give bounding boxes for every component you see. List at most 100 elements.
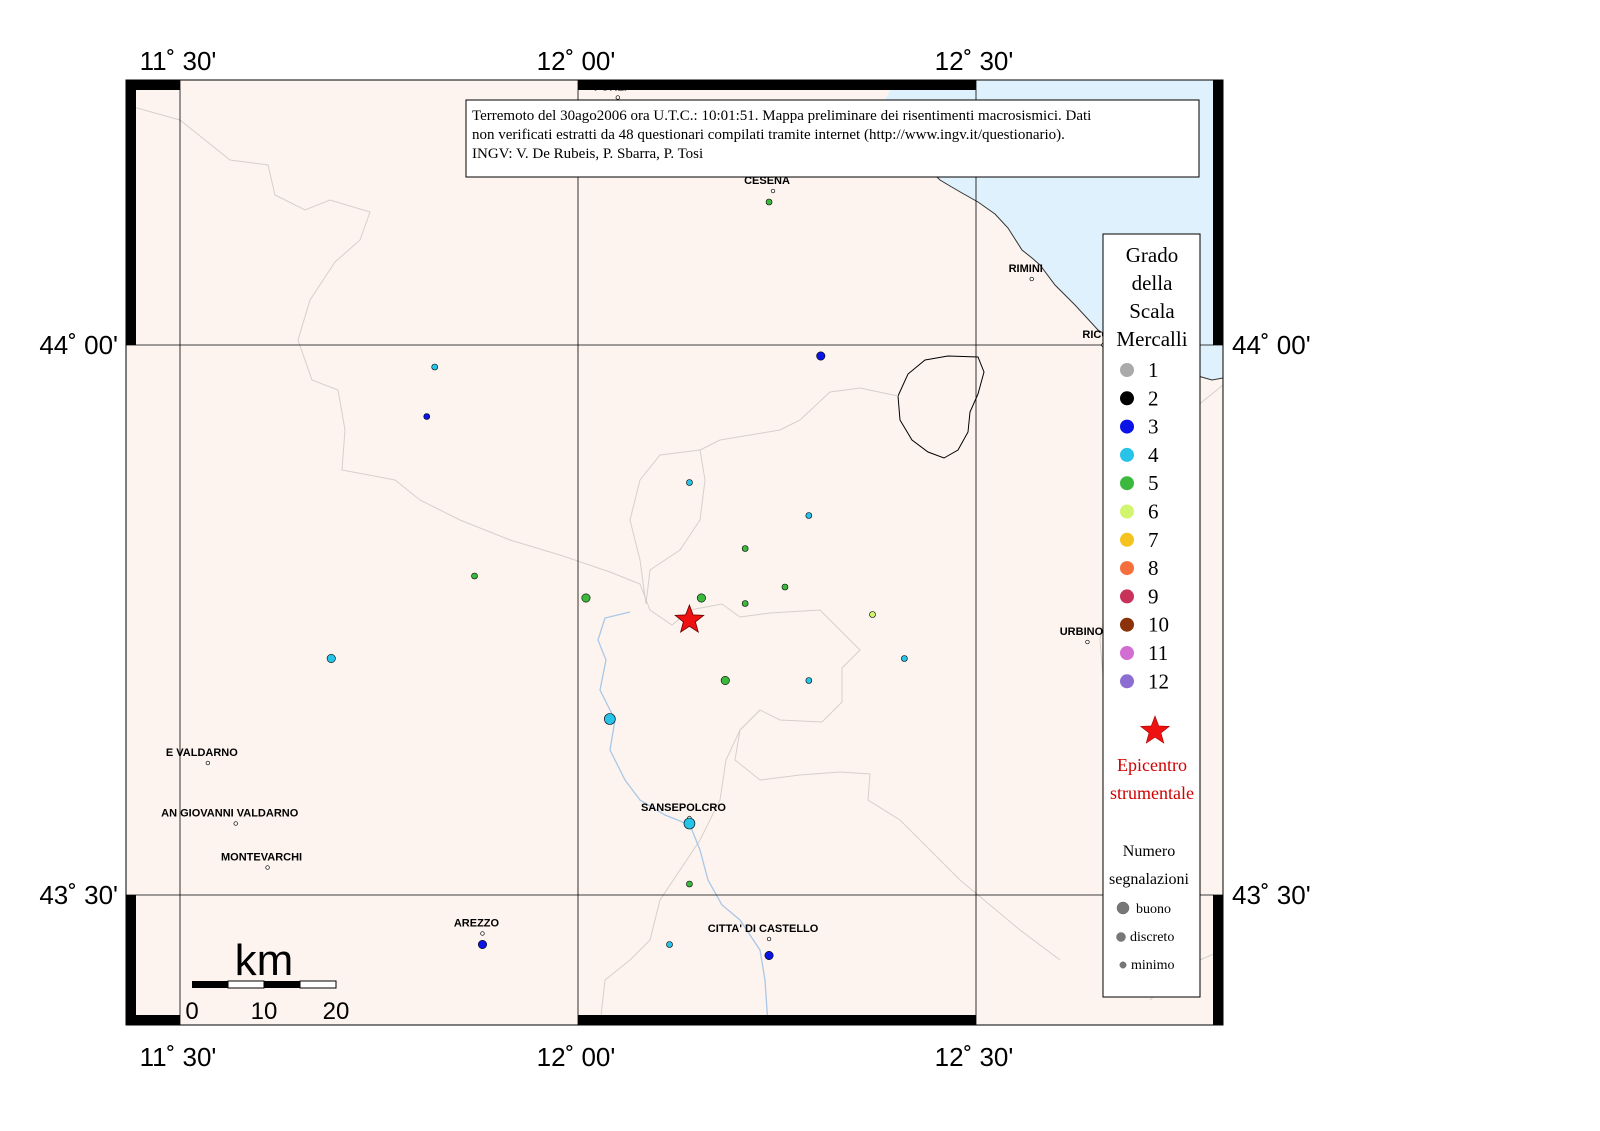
observation-point xyxy=(471,572,478,580)
legend-count-line-2: segnalazioni xyxy=(1109,871,1190,888)
legend: Grado della Scala Mercalli 1234567891011… xyxy=(1102,233,1201,998)
scale-tick-0: 0 xyxy=(185,998,198,1025)
info-box: Terremoto del 30ago2006 ora U.T.C.: 10:0… xyxy=(465,99,1200,178)
city-marker xyxy=(766,936,772,942)
city-an-giovanni-valdarno: AN GIOVANNI VALDARNO xyxy=(161,808,299,826)
legend-grade-6-label: 6 xyxy=(1148,500,1159,524)
san-marino-border xyxy=(897,355,985,459)
city-label: SANSEPOLCRO xyxy=(641,802,726,814)
legend-grade-2-label: 2 xyxy=(1148,386,1159,410)
epicenter-layer xyxy=(674,603,705,634)
city-label: CESENA xyxy=(744,175,790,187)
legend-epicenter-line-1: Epicentro xyxy=(1117,755,1187,775)
legend-grade-9-swatch xyxy=(1120,589,1134,604)
observation-point xyxy=(720,675,730,685)
lon-label-bottom-1: 11˚ 30' xyxy=(140,1042,217,1072)
frame-bar-3 xyxy=(126,1015,180,1025)
city-e-valdarno: E VALDARNO xyxy=(166,747,238,766)
legend-grade-8-label: 8 xyxy=(1148,556,1159,580)
graticule xyxy=(126,80,1223,1025)
legend-grade-1-swatch xyxy=(1120,363,1134,377)
city-cesena: CESENA xyxy=(744,175,790,194)
legend-grade-3-label: 3 xyxy=(1148,415,1159,439)
city-label: FORLI' xyxy=(594,82,630,94)
lon-label-bottom-2: 12˚ 00' xyxy=(537,1042,616,1072)
observation-point xyxy=(326,653,336,663)
legend-size-discreto: discreto xyxy=(1130,930,1174,945)
city-marker xyxy=(265,865,270,870)
lon-label-top-1: 11˚ 30' xyxy=(140,46,217,76)
map-border-ticks xyxy=(126,80,1223,1025)
legend-epicenter-star-icon xyxy=(1139,715,1171,744)
observation-point xyxy=(741,545,749,552)
legend-grade-4-swatch xyxy=(1120,447,1134,462)
legend-grade-2-swatch xyxy=(1120,391,1134,406)
city-arezzo: AREZZO xyxy=(454,918,500,936)
legend-size-discreto-marker xyxy=(1116,932,1126,942)
legend-grade-8-swatch xyxy=(1120,561,1134,576)
legend-grade-11-label: 11 xyxy=(1148,641,1168,665)
observation-point xyxy=(666,941,673,948)
city-marker xyxy=(205,760,211,766)
info-line-1: Terremoto del 30ago2006 ora U.T.C.: 10:0… xyxy=(472,108,1091,124)
legend-epicenter-line-2: strumentale xyxy=(1110,783,1194,803)
legend-count-line-1: Numero xyxy=(1123,843,1175,860)
observation-point xyxy=(431,363,439,371)
legend-title-3: Scala xyxy=(1129,299,1175,323)
legend-grade-12-swatch xyxy=(1120,674,1134,689)
city-label: E VALDARNO xyxy=(166,747,238,759)
city-label: CITTA' DI CASTELLO xyxy=(708,923,819,935)
regional-borders xyxy=(126,104,1223,1025)
scale-segment-3 xyxy=(264,981,300,988)
legend-grade-6-swatch xyxy=(1120,504,1134,519)
observation-point xyxy=(741,600,749,607)
scale-segment-4 xyxy=(299,980,337,989)
observation-point xyxy=(696,593,706,603)
frame-bar-2 xyxy=(578,80,976,90)
scale-tick-10: 10 xyxy=(251,998,278,1025)
city-label: RIMINI xyxy=(1009,263,1043,275)
legend-grade-5-swatch xyxy=(1120,476,1134,491)
observation-point xyxy=(805,677,813,684)
city-label: AREZZO xyxy=(454,918,500,930)
legend-grade-9-label: 9 xyxy=(1148,584,1159,608)
observation-layer xyxy=(326,198,908,960)
observation-point xyxy=(604,713,616,725)
city-marker xyxy=(1029,276,1034,282)
legend-box xyxy=(1102,233,1201,998)
observation-point xyxy=(869,611,876,618)
city-citta-di-castello: CITTA' DI CASTELLO xyxy=(708,923,819,942)
lat-label-right-1: 44˚ 00' xyxy=(1232,330,1311,360)
legend-grade-7-swatch xyxy=(1120,532,1134,547)
legend-grade-1-label: 1 xyxy=(1148,358,1159,382)
info-line-2: non verificati estratti da 48 questionar… xyxy=(472,127,1065,143)
observation-point xyxy=(781,583,789,591)
lat-label-left-2: 43˚ 30' xyxy=(39,880,118,910)
legend-title-4: Mercalli xyxy=(1116,327,1187,351)
observation-point xyxy=(765,198,773,206)
legend-size-minimo: minimo xyxy=(1131,958,1175,973)
observation-point xyxy=(901,655,908,662)
epicenter-star-icon xyxy=(674,603,705,634)
tiber-river xyxy=(597,611,769,1025)
frame-bar-4 xyxy=(578,1015,976,1025)
city-label: MONTEVARCHI xyxy=(221,852,302,864)
frame-bar-1 xyxy=(126,80,180,90)
observation-point xyxy=(816,351,826,361)
city-label: URBINO xyxy=(1060,626,1104,638)
city-rimini: RIMINI xyxy=(1009,263,1043,282)
lat-label-right-2: 43˚ 30' xyxy=(1232,880,1311,910)
scale-segment-1 xyxy=(192,981,228,988)
observation-point xyxy=(683,817,696,830)
legend-title-1: Grado xyxy=(1126,243,1178,267)
scale-segment-2 xyxy=(227,980,265,989)
lat-label-left-1: 44˚ 00' xyxy=(39,330,118,360)
lon-label-top-2: 12˚ 00' xyxy=(537,46,616,76)
scale-unit-label: km xyxy=(235,936,294,985)
lon-label-bottom-3: 12˚ 30' xyxy=(935,1042,1014,1072)
legend-grade-10-label: 10 xyxy=(1148,613,1169,637)
city-urbino: URBINO xyxy=(1060,626,1104,645)
legend-grade-10-swatch xyxy=(1120,617,1134,632)
